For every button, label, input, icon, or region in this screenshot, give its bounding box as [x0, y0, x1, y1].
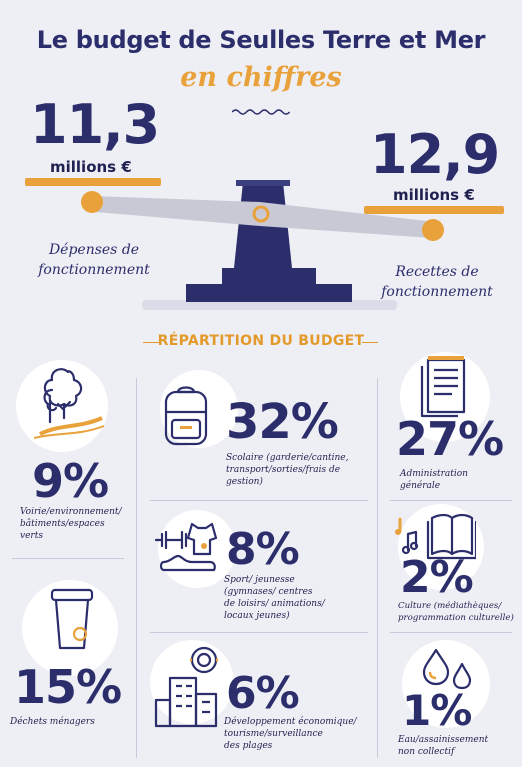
- expenses-value: 11,3: [30, 93, 160, 156]
- row-divider: [12, 558, 124, 559]
- label-line: Scolaire (garderie/cantine,: [226, 453, 349, 463]
- trees-path-icon: [33, 368, 105, 439]
- backpack-icon: [164, 386, 208, 446]
- label-line: bâtiments/espaces: [20, 519, 105, 529]
- pct-scolaire: 32%: [226, 394, 339, 450]
- label-line: programmation culturelle): [398, 613, 514, 623]
- section-dash-left: [143, 342, 159, 343]
- pct-sport: 8%: [226, 524, 300, 575]
- books-music-icon: [395, 513, 476, 560]
- document-icon: [420, 356, 466, 418]
- label-scolaire: Scolaire (garderie/cantine, transport/so…: [226, 452, 376, 488]
- label-line: non collectif: [398, 747, 455, 757]
- label-sport: Sport/ jeunesse (gymnases/ centres de lo…: [224, 574, 374, 622]
- label-line: Déchets ménagers: [10, 717, 95, 727]
- label-line: Eau/assainissement: [398, 735, 489, 745]
- expenses-label-line: fonctionnement: [38, 262, 150, 278]
- pct-developpement: 6%: [226, 668, 300, 719]
- balance-scale-icon: [25, 178, 504, 310]
- page-subtitle: en chiffres: [180, 62, 342, 93]
- icon-backdrop: [402, 640, 490, 728]
- sport-icon: [154, 522, 218, 572]
- label-line: verts: [20, 531, 43, 541]
- expenses-label-line: Dépenses de: [48, 242, 140, 258]
- icon-backdrop: [22, 580, 118, 676]
- label-line: des plages: [224, 741, 273, 751]
- row-divider: [390, 632, 512, 633]
- pct-dechets: 15%: [14, 660, 122, 714]
- revenue-value: 12,9: [370, 123, 500, 186]
- label-eau: Eau/assainissement non collectif: [398, 734, 518, 758]
- label-dechets: Déchets ménagers: [10, 716, 130, 728]
- pct-voirie: 9%: [32, 454, 109, 508]
- page-title: Le budget de Seulles Terre et Mer: [36, 26, 486, 54]
- icon-backdrop: [150, 640, 234, 724]
- label-line: de loisirs/ animations/: [224, 599, 325, 609]
- icon-backdrop: [400, 352, 490, 442]
- revenue-label: Recettes de fonctionnement: [362, 262, 512, 302]
- wave-divider-icon: [232, 109, 290, 115]
- water-drops-icon: [422, 648, 472, 690]
- label-voirie: Voirie/environnement/ bâtiments/espaces …: [20, 506, 135, 542]
- label-line: locaux jeunes): [224, 611, 290, 621]
- pct-administration: 27%: [396, 412, 504, 466]
- row-divider: [390, 500, 512, 501]
- expenses-label: Dépenses de fonctionnement: [20, 240, 168, 280]
- section-dash-right: [362, 342, 378, 343]
- label-line: Voirie/environnement/: [20, 507, 122, 517]
- label-culture: Culture (médiathèques/ programmation cul…: [398, 600, 520, 624]
- label-line: tourisme/surveillance: [224, 729, 323, 739]
- section-title: RÉPARTITION DU BUDGET: [157, 333, 365, 349]
- label-line: Culture (médiathèques/: [398, 601, 502, 611]
- column-divider: [136, 378, 137, 758]
- revenue-label-line: Recettes de: [395, 264, 479, 280]
- label-line: gestion): [226, 477, 263, 487]
- label-line: (gymnases/ centres: [224, 587, 313, 597]
- row-divider: [150, 500, 368, 501]
- label-line: Administration: [400, 469, 468, 479]
- label-line: Sport/ jeunesse: [224, 575, 295, 585]
- expenses-unit: millions €: [50, 158, 132, 176]
- label-line: Développement économique/: [224, 717, 357, 727]
- label-administration: Administration générale: [400, 468, 518, 492]
- icon-backdrop: [158, 510, 236, 588]
- icon-backdrop: [398, 504, 484, 590]
- buildings-icon: [154, 646, 218, 728]
- label-line: transport/sorties/frais de: [226, 465, 341, 475]
- label-line: générale: [400, 481, 441, 491]
- revenue-label-line: fonctionnement: [381, 284, 493, 300]
- bin-icon: [50, 588, 94, 650]
- row-divider: [150, 632, 368, 633]
- label-developpement: Développement économique/ tourisme/surve…: [224, 716, 374, 752]
- pct-eau: 1%: [402, 686, 472, 735]
- pct-culture: 2%: [400, 552, 474, 603]
- revenue-unit: millions €: [393, 186, 475, 204]
- column-divider: [377, 378, 378, 758]
